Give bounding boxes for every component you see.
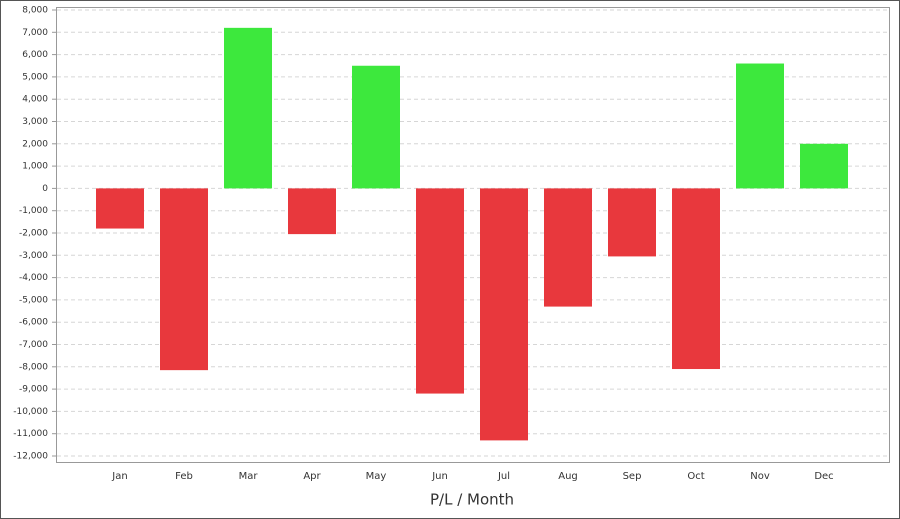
y-tick-label: -7,000: [19, 340, 48, 350]
y-tick-label: -11,000: [13, 429, 48, 439]
bar: [416, 188, 464, 394]
y-tick-label: -3,000: [19, 251, 48, 261]
x-axis-title: P/L / Month: [430, 491, 514, 509]
y-tick-label: 5,000: [22, 72, 48, 82]
bar: [160, 188, 208, 371]
y-tick-label: -12,000: [13, 452, 48, 462]
bar: [352, 65, 400, 189]
y-tick-label: 1,000: [22, 162, 48, 172]
y-tick-label: -6,000: [19, 318, 48, 328]
x-tick-label: Aug: [558, 471, 578, 482]
x-tick-label: Apr: [303, 471, 321, 482]
y-tick-label: -4,000: [19, 273, 48, 283]
y-tick-label: 8,000: [22, 6, 48, 16]
bar: [736, 63, 784, 189]
y-tick-label: -2,000: [19, 229, 48, 239]
x-tick-label: May: [366, 471, 387, 482]
bar: [608, 188, 656, 257]
y-tick-label: 7,000: [22, 28, 48, 38]
y-tick-label: 6,000: [22, 50, 48, 60]
x-tick-label: Jun: [431, 471, 448, 482]
x-tick-label: Jul: [497, 471, 510, 482]
y-tick-label: 2,000: [22, 139, 48, 149]
bar: [544, 188, 592, 307]
x-tick-label: Nov: [750, 471, 770, 482]
bar: [480, 188, 528, 441]
x-tick-label: Mar: [239, 471, 259, 482]
x-tick-label: Sep: [623, 471, 642, 482]
plot-border: [56, 7, 890, 463]
y-tick-label: 0: [42, 184, 48, 194]
y-tick-label: -1,000: [19, 206, 48, 216]
y-tick-label: 3,000: [22, 117, 48, 127]
bar: [224, 27, 272, 189]
x-tick-label: Oct: [687, 471, 704, 482]
y-tick-label: -8,000: [19, 362, 48, 372]
y-tick-label: -9,000: [19, 385, 48, 395]
bar: [672, 188, 720, 370]
bar: [288, 188, 336, 235]
bar: [800, 143, 848, 189]
bar: [96, 188, 144, 229]
y-tick-label: 4,000: [22, 95, 48, 105]
y-tick-label: -5,000: [19, 295, 48, 305]
x-tick-label: Dec: [814, 471, 833, 482]
y-tick-label: -10,000: [13, 407, 48, 417]
x-tick-label: Feb: [175, 471, 193, 482]
x-tick-label: Jan: [111, 471, 127, 482]
